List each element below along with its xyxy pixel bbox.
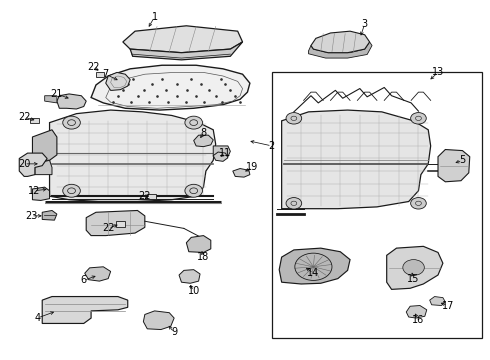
Text: 1: 1 xyxy=(151,12,158,22)
Text: 9: 9 xyxy=(171,327,177,337)
Polygon shape xyxy=(85,267,111,281)
Text: 10: 10 xyxy=(188,286,200,296)
Text: 5: 5 xyxy=(459,155,466,165)
Polygon shape xyxy=(19,153,47,176)
Polygon shape xyxy=(30,118,39,123)
Text: 16: 16 xyxy=(412,315,424,325)
Text: 8: 8 xyxy=(200,129,206,138)
Circle shape xyxy=(63,116,80,129)
Text: 2: 2 xyxy=(269,141,275,151)
Text: 14: 14 xyxy=(307,268,319,278)
Text: 21: 21 xyxy=(50,89,63,99)
Polygon shape xyxy=(32,187,49,201)
Text: 23: 23 xyxy=(25,211,37,221)
Polygon shape xyxy=(57,94,86,109)
Polygon shape xyxy=(213,146,230,157)
Polygon shape xyxy=(42,211,57,220)
Text: 13: 13 xyxy=(432,67,444,77)
Text: 7: 7 xyxy=(102,69,109,79)
Polygon shape xyxy=(130,42,243,60)
Polygon shape xyxy=(45,96,57,103)
Text: 22: 22 xyxy=(87,62,100,72)
Polygon shape xyxy=(49,110,216,202)
Polygon shape xyxy=(430,297,445,306)
Text: 22: 22 xyxy=(102,224,115,233)
Text: 17: 17 xyxy=(441,301,454,311)
Circle shape xyxy=(286,113,302,124)
Circle shape xyxy=(403,260,424,275)
Polygon shape xyxy=(32,130,57,160)
Polygon shape xyxy=(279,248,350,284)
Text: 15: 15 xyxy=(407,274,420,284)
Circle shape xyxy=(185,116,202,129)
Polygon shape xyxy=(194,135,213,147)
Text: 3: 3 xyxy=(362,19,368,29)
Polygon shape xyxy=(35,160,52,175)
Text: 6: 6 xyxy=(81,275,87,285)
Polygon shape xyxy=(438,149,470,182)
Polygon shape xyxy=(186,235,211,252)
Circle shape xyxy=(411,198,426,209)
Polygon shape xyxy=(116,221,125,226)
Polygon shape xyxy=(387,246,443,289)
Text: 11: 11 xyxy=(220,148,232,158)
Polygon shape xyxy=(96,72,104,77)
Polygon shape xyxy=(311,31,369,53)
Polygon shape xyxy=(406,306,427,318)
Polygon shape xyxy=(123,26,243,53)
Circle shape xyxy=(286,198,302,209)
Polygon shape xyxy=(309,42,372,58)
Polygon shape xyxy=(42,297,128,323)
Polygon shape xyxy=(233,168,250,177)
Circle shape xyxy=(411,113,426,124)
Polygon shape xyxy=(91,65,250,110)
Text: 19: 19 xyxy=(246,162,258,172)
Text: 20: 20 xyxy=(18,159,30,169)
Polygon shape xyxy=(144,311,174,329)
Text: 22: 22 xyxy=(18,112,30,122)
Bar xyxy=(272,72,482,338)
Polygon shape xyxy=(106,72,130,90)
Polygon shape xyxy=(179,270,200,283)
Circle shape xyxy=(185,184,202,197)
Polygon shape xyxy=(86,211,145,235)
Text: 22: 22 xyxy=(139,191,151,201)
Circle shape xyxy=(63,184,80,197)
Polygon shape xyxy=(147,194,156,199)
Polygon shape xyxy=(282,110,431,209)
Polygon shape xyxy=(213,152,228,161)
Text: 12: 12 xyxy=(28,186,40,196)
Text: 18: 18 xyxy=(197,252,210,262)
Text: 4: 4 xyxy=(34,313,40,323)
